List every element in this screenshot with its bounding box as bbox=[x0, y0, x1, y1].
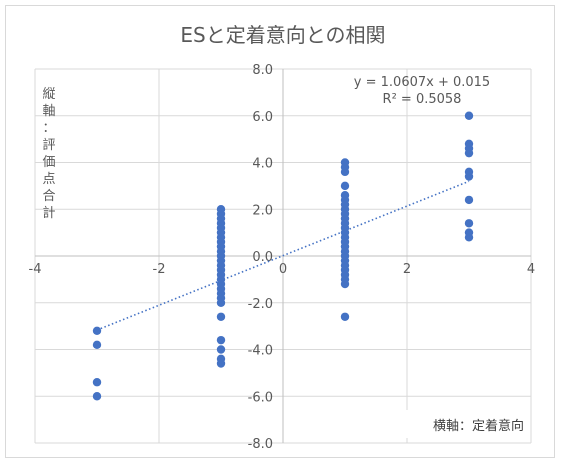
data-point bbox=[92, 340, 102, 350]
y-tick-label: -2.0 bbox=[248, 297, 273, 312]
y-tick-label: -6.0 bbox=[248, 390, 273, 405]
y-tick-label: 2.0 bbox=[252, 203, 273, 218]
y-tick-labels: 8.0 6.0 4.0 2.0 0.0 -2.0 -4.0 -6.0 -8.0 bbox=[248, 63, 273, 452]
x-tick-label: -4 bbox=[29, 262, 42, 277]
trendline-group bbox=[96, 180, 470, 331]
y-tick-label: 6.0 bbox=[252, 110, 273, 125]
data-point bbox=[92, 378, 102, 387]
y-axis-label-char: 合 bbox=[42, 189, 55, 204]
data-point bbox=[340, 167, 350, 177]
data-point bbox=[464, 111, 474, 120]
data-point bbox=[340, 279, 350, 289]
x-axis-label: 横軸：定着意向 bbox=[433, 418, 524, 434]
data-point bbox=[92, 326, 102, 335]
data-point bbox=[92, 392, 102, 401]
data-point bbox=[216, 335, 226, 345]
y-tick-label: 0.0 bbox=[252, 250, 273, 265]
y-axis-label-char: 点 bbox=[42, 172, 55, 187]
x-tick-labels: -4 -2 0 2 4 bbox=[29, 262, 536, 277]
data-point bbox=[216, 298, 226, 307]
y-axis-label-char: 軸 bbox=[42, 104, 55, 119]
y-axis-label-char: 計 bbox=[42, 205, 55, 221]
y-axis-label-char: 縦 bbox=[42, 87, 55, 102]
data-point bbox=[464, 172, 474, 181]
chart-title: ESと定着意向との相関 bbox=[180, 23, 385, 47]
trendline bbox=[96, 180, 470, 331]
data-point bbox=[464, 219, 474, 228]
x-tick-label: -2 bbox=[153, 262, 166, 277]
data-point bbox=[464, 233, 474, 242]
x-axis-label-bg bbox=[390, 410, 530, 438]
data-point bbox=[216, 312, 226, 321]
y-tick-label: -8.0 bbox=[248, 437, 273, 452]
data-point bbox=[216, 345, 226, 354]
data-point bbox=[464, 195, 474, 205]
data-point bbox=[464, 148, 474, 158]
y-tick-label: 8.0 bbox=[252, 63, 273, 78]
data-point bbox=[340, 181, 350, 191]
trendline-equation: y = 1.0607x + 0.015 bbox=[354, 75, 490, 90]
x-tick-label: 4 bbox=[527, 262, 535, 277]
y-axis-label-char: 評 bbox=[42, 138, 55, 153]
x-tick-label: 2 bbox=[403, 262, 411, 277]
data-point bbox=[216, 359, 226, 368]
y-tick-label: -4.0 bbox=[248, 344, 273, 359]
x-tick-label: 0 bbox=[279, 262, 287, 277]
data-point bbox=[340, 312, 350, 321]
y-tick-label: 4.0 bbox=[252, 157, 273, 172]
y-axis-label-char: 価 bbox=[42, 155, 55, 170]
r-squared-label: R² = 0.5058 bbox=[383, 92, 462, 107]
y-axis-label-char: ： bbox=[42, 121, 55, 136]
data-points bbox=[92, 111, 474, 401]
